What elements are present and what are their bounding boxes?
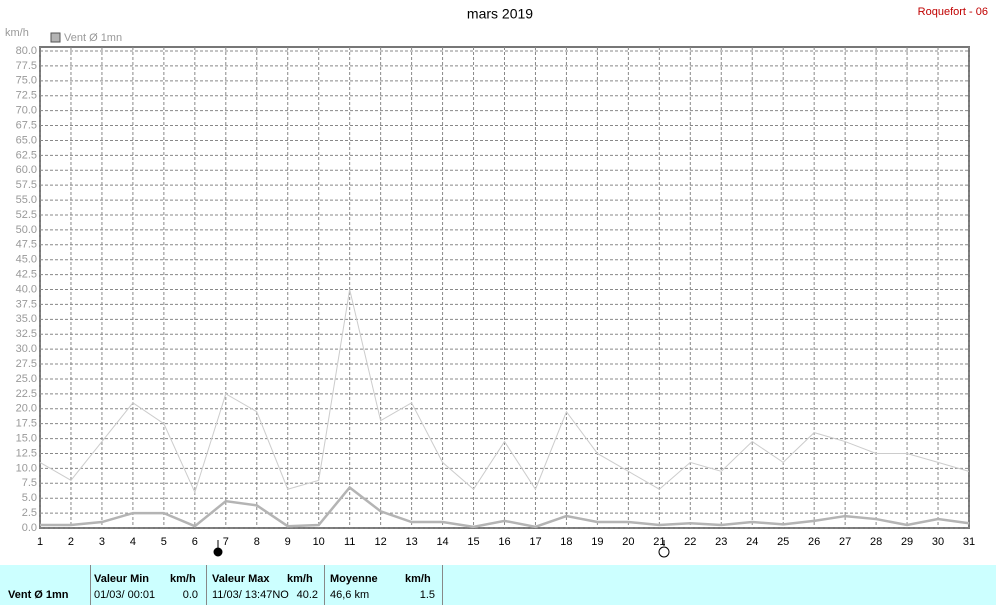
x-tick-label: 3 bbox=[99, 536, 105, 548]
x-tick-label: 30 bbox=[932, 536, 944, 548]
y-tick-label: 55.0 bbox=[16, 194, 37, 206]
y-tick-label: 42.5 bbox=[16, 269, 37, 281]
legend-label: Vent Ø 1mn bbox=[64, 32, 122, 44]
chart-title: mars 2019 bbox=[467, 6, 533, 22]
x-tick-label: 1 bbox=[37, 536, 43, 548]
y-tick-label: 32.5 bbox=[16, 328, 37, 340]
mean-unit: km/h bbox=[405, 573, 431, 585]
x-tick-label: 27 bbox=[839, 536, 851, 548]
x-tick-label: 15 bbox=[467, 536, 479, 548]
y-tick-label: 0.0 bbox=[22, 522, 37, 534]
separator bbox=[206, 565, 207, 605]
series-line bbox=[39, 289, 970, 494]
max-unit: km/h bbox=[287, 573, 313, 585]
chart: mars 2019 Roquefort - 06 km/h Vent Ø 1mn… bbox=[5, 6, 988, 558]
x-tick-label: 2 bbox=[68, 536, 74, 548]
y-tick-label: 65.0 bbox=[16, 134, 37, 146]
moon-icon bbox=[658, 546, 670, 558]
y-tick-label: 5.0 bbox=[22, 492, 37, 504]
y-tick-label: 40.0 bbox=[16, 283, 37, 295]
x-tick-label: 7 bbox=[223, 536, 229, 548]
max-date: 11/03/ 13:47NO bbox=[212, 589, 289, 601]
x-tick-label: 14 bbox=[436, 536, 448, 548]
x-tick-label: 11 bbox=[344, 536, 355, 548]
x-tick-label: 6 bbox=[192, 536, 198, 548]
legend-swatch bbox=[50, 32, 61, 43]
y-tick-label: 2.5 bbox=[22, 507, 37, 519]
y-tick-label: 35.0 bbox=[16, 313, 37, 325]
summary-name: Vent Ø 1mn bbox=[8, 589, 69, 601]
x-tick-label: 29 bbox=[901, 536, 913, 548]
x-tick-label: 28 bbox=[870, 536, 882, 548]
mean-value: 1.5 bbox=[419, 589, 435, 601]
y-tick-label: 27.5 bbox=[16, 358, 37, 370]
x-tick-label: 31 bbox=[963, 536, 975, 548]
mean-date: 46,6 km bbox=[330, 589, 370, 601]
x-tick-label: 22 bbox=[684, 536, 696, 548]
separator bbox=[90, 565, 91, 605]
y-tick-label: 62.5 bbox=[16, 149, 37, 161]
y-tick-label: 20.0 bbox=[16, 403, 37, 415]
max-value: 40.2 bbox=[296, 589, 318, 601]
min-unit: km/h bbox=[170, 573, 196, 585]
x-tick-label: 18 bbox=[560, 536, 572, 548]
y-tick-label: 75.0 bbox=[16, 75, 37, 87]
x-tick-label: 8 bbox=[254, 536, 260, 548]
min-value: 0.0 bbox=[182, 589, 198, 601]
x-tick-label: 21 bbox=[653, 536, 665, 548]
y-tick-label: 25.0 bbox=[16, 373, 37, 385]
y-tick-label: 80.0 bbox=[16, 45, 37, 57]
y-tick-label: 70.0 bbox=[16, 105, 37, 117]
separator bbox=[442, 565, 443, 605]
y-tick-label: 30.0 bbox=[16, 343, 37, 355]
y-tick-label: 50.0 bbox=[16, 224, 37, 236]
mean-title: Moyenne bbox=[330, 573, 378, 585]
series-line bbox=[40, 485, 970, 529]
y-tick-label: 12.5 bbox=[16, 447, 37, 459]
y-tick-label: 10.0 bbox=[16, 462, 37, 474]
min-date: 01/03/ 00:01 bbox=[94, 589, 156, 601]
y-label: km/h bbox=[5, 27, 29, 39]
separator bbox=[324, 565, 325, 605]
min-title: Valeur Min bbox=[94, 573, 150, 585]
y-tick-label: 17.5 bbox=[16, 418, 37, 430]
x-tick-label: 26 bbox=[808, 536, 820, 548]
x-tick-label: 23 bbox=[715, 536, 727, 548]
y-tick-label: 52.5 bbox=[16, 209, 37, 221]
y-tick-label: 77.5 bbox=[16, 60, 37, 72]
y-tick-label: 15.0 bbox=[16, 432, 37, 444]
x-tick-label: 13 bbox=[405, 536, 417, 548]
y-tick-label: 45.0 bbox=[16, 254, 37, 266]
y-tick-label: 67.5 bbox=[16, 119, 37, 131]
y-tick-label: 57.5 bbox=[16, 179, 37, 191]
y-tick-label: 47.5 bbox=[16, 239, 37, 251]
x-tick-label: 5 bbox=[161, 536, 167, 548]
y-tick-label: 72.5 bbox=[16, 90, 37, 102]
y-tick-label: 7.5 bbox=[22, 477, 37, 489]
y-tick-label: 37.5 bbox=[16, 298, 37, 310]
x-tick-label: 9 bbox=[285, 536, 291, 548]
y-tick-label: 22.5 bbox=[16, 388, 37, 400]
max-title: Valeur Max bbox=[212, 573, 270, 585]
x-tick-label: 4 bbox=[130, 536, 136, 548]
x-tick-label: 17 bbox=[529, 536, 541, 548]
station: Roquefort - 06 bbox=[918, 6, 988, 18]
x-tick-label: 20 bbox=[622, 536, 634, 548]
x-tick-label: 16 bbox=[498, 536, 510, 548]
x-tick-label: 10 bbox=[313, 536, 325, 548]
x-tick-label: 12 bbox=[375, 536, 387, 548]
x-tick-label: 19 bbox=[591, 536, 603, 548]
y-tick-label: 60.0 bbox=[16, 164, 37, 176]
summary-bar: Vent Ø 1mn Valeur Min km/h 01/03/ 00:01 … bbox=[0, 565, 996, 605]
x-tick-label: 25 bbox=[777, 536, 789, 548]
moon-icon bbox=[213, 547, 223, 557]
x-tick-label: 24 bbox=[746, 536, 758, 548]
